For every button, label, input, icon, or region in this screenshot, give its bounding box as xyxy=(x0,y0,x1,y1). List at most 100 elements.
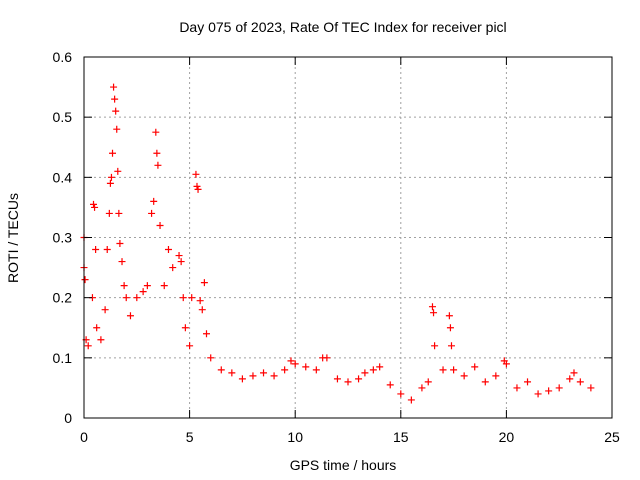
data-point xyxy=(181,324,189,332)
data-point xyxy=(153,149,161,157)
data-point xyxy=(249,372,257,380)
data-point xyxy=(106,179,114,187)
data-point xyxy=(524,378,532,386)
data-point xyxy=(200,279,208,287)
y-tick-label: 0.1 xyxy=(53,350,73,366)
data-point xyxy=(84,342,92,350)
data-point xyxy=(93,324,101,332)
data-point xyxy=(545,387,553,395)
data-point xyxy=(576,378,584,386)
data-point xyxy=(445,312,453,320)
data-point xyxy=(152,128,160,136)
data-point xyxy=(361,369,369,377)
data-point xyxy=(188,294,196,302)
data-point xyxy=(534,390,542,398)
data-point xyxy=(177,258,185,266)
data-point xyxy=(228,369,236,377)
data-point xyxy=(194,185,202,193)
data-point xyxy=(175,252,183,260)
data-point xyxy=(133,294,141,302)
x-tick-label: 10 xyxy=(287,429,303,445)
data-point xyxy=(198,306,206,314)
axis-ticks xyxy=(83,56,613,419)
data-point xyxy=(186,342,194,350)
data-point xyxy=(109,149,117,157)
data-point xyxy=(323,354,331,362)
data-point xyxy=(447,342,455,350)
x-tick-label: 25 xyxy=(604,429,620,445)
data-point xyxy=(238,375,246,383)
x-tick-label: 5 xyxy=(186,429,194,445)
chart-title: Day 075 of 2023, Rate Of TEC Index for r… xyxy=(179,19,506,35)
data-point xyxy=(460,372,468,380)
y-tick-labels: 0 0.1 0.2 0.3 0.4 0.5 0.6 xyxy=(53,49,73,426)
data-point xyxy=(333,375,341,383)
data-point xyxy=(126,312,134,320)
y-tick-label: 0.4 xyxy=(53,169,73,185)
data-point xyxy=(114,167,122,175)
data-point xyxy=(150,197,158,205)
data-point xyxy=(555,384,563,392)
data-point xyxy=(386,381,394,389)
x-axis-title: GPS time / hours xyxy=(290,457,397,473)
y-tick-label: 0 xyxy=(64,410,72,426)
data-point xyxy=(154,161,162,169)
y-tick-label: 0.5 xyxy=(53,109,73,125)
data-point xyxy=(312,366,320,374)
data-points xyxy=(80,83,595,404)
data-point xyxy=(355,375,363,383)
data-point xyxy=(105,209,113,217)
data-point xyxy=(217,366,225,374)
y-tick-label: 0.2 xyxy=(53,290,73,306)
data-point xyxy=(103,246,111,254)
data-point xyxy=(111,95,119,103)
data-point xyxy=(160,282,168,290)
data-point xyxy=(450,366,458,374)
data-point xyxy=(156,221,164,229)
x-tick-label: 15 xyxy=(393,429,409,445)
data-point xyxy=(260,369,268,377)
data-point xyxy=(207,354,215,362)
data-point xyxy=(112,107,120,115)
data-point xyxy=(471,363,479,371)
data-point xyxy=(566,375,574,383)
data-point xyxy=(143,282,151,290)
data-point xyxy=(193,182,201,190)
data-point xyxy=(481,378,489,386)
data-point xyxy=(97,336,105,344)
data-point xyxy=(90,200,98,208)
x-tick-labels: 0 5 10 15 20 25 xyxy=(80,429,620,445)
data-point xyxy=(446,324,454,332)
y-tick-label: 0.6 xyxy=(53,49,73,65)
data-point xyxy=(570,369,578,377)
data-point xyxy=(344,378,352,386)
data-point xyxy=(431,342,439,350)
data-point xyxy=(513,384,521,392)
data-point xyxy=(424,378,432,386)
data-point xyxy=(418,384,426,392)
data-point xyxy=(122,294,130,302)
data-point xyxy=(291,360,299,368)
y-tick-label: 0.3 xyxy=(53,230,73,246)
data-point xyxy=(113,125,121,133)
data-point xyxy=(101,306,109,314)
data-point xyxy=(428,303,436,311)
data-point xyxy=(430,309,438,317)
data-point xyxy=(376,363,384,371)
data-point xyxy=(164,246,172,254)
data-point xyxy=(270,372,278,380)
data-point xyxy=(118,258,126,266)
data-point xyxy=(281,366,289,374)
data-point xyxy=(196,297,204,305)
data-point xyxy=(587,384,595,392)
data-point xyxy=(407,396,415,404)
data-point xyxy=(502,360,510,368)
data-point xyxy=(148,209,156,217)
data-point xyxy=(287,357,295,365)
data-point xyxy=(192,170,200,178)
data-point xyxy=(91,203,99,211)
data-point xyxy=(115,209,123,217)
data-point xyxy=(110,83,118,91)
